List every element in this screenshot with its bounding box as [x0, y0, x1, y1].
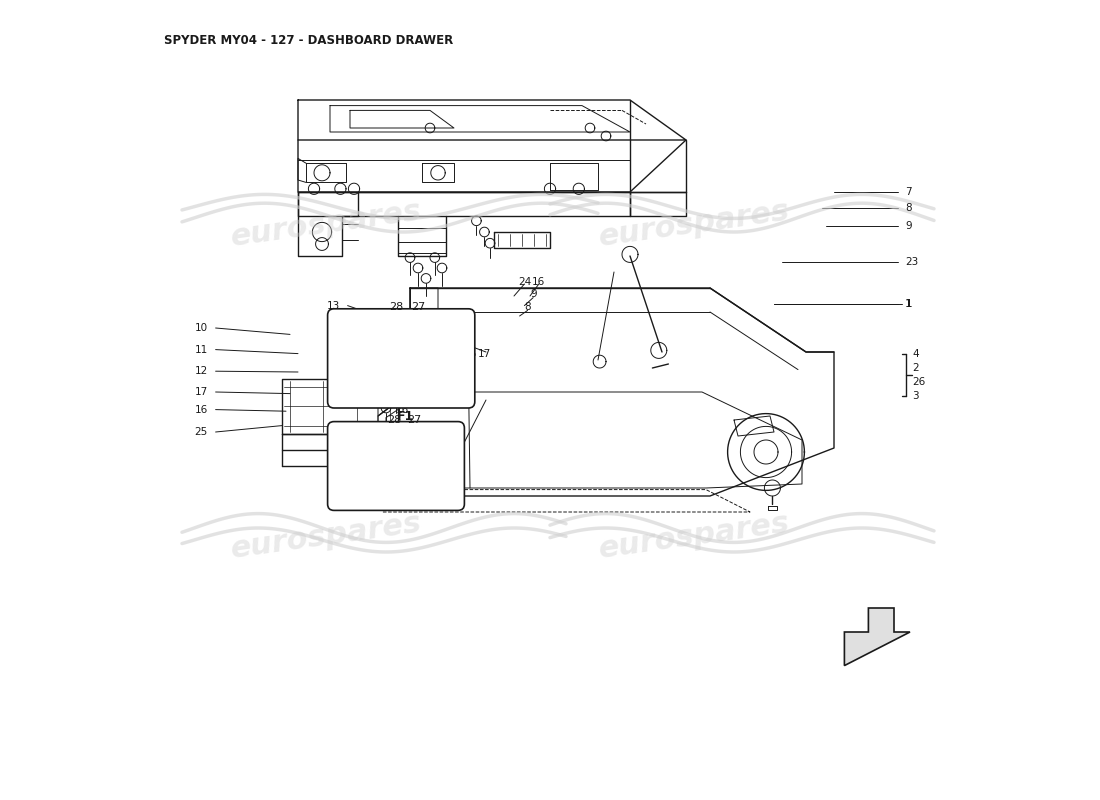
Text: 8: 8 — [525, 302, 531, 312]
Text: 26: 26 — [912, 377, 926, 386]
Text: 10: 10 — [195, 323, 208, 333]
Text: eurospares: eurospares — [596, 508, 792, 564]
Text: 8: 8 — [905, 203, 912, 213]
Text: 20: 20 — [449, 349, 462, 358]
Text: 16: 16 — [395, 405, 408, 414]
Text: 16: 16 — [195, 405, 208, 414]
Text: F1: F1 — [397, 410, 415, 422]
Text: 16: 16 — [532, 277, 546, 286]
Text: 13: 13 — [327, 301, 340, 310]
Text: 1: 1 — [905, 299, 912, 309]
Text: 4: 4 — [912, 349, 918, 358]
Text: 3: 3 — [912, 391, 918, 401]
Text: 15: 15 — [327, 317, 340, 326]
Text: 14: 14 — [327, 333, 340, 342]
Text: eurospares: eurospares — [229, 508, 424, 564]
Text: 17: 17 — [395, 389, 408, 398]
Text: 25: 25 — [195, 427, 208, 437]
Text: 19: 19 — [433, 363, 447, 373]
Text: 21: 21 — [363, 445, 376, 454]
Text: 16: 16 — [463, 349, 476, 358]
FancyBboxPatch shape — [328, 422, 464, 510]
Text: 27: 27 — [407, 415, 421, 425]
Text: 23: 23 — [905, 258, 918, 267]
Polygon shape — [845, 608, 910, 666]
Text: eurospares: eurospares — [229, 196, 424, 252]
Text: 28: 28 — [389, 302, 404, 312]
Text: SPYDER MY04 - 127 - DASHBOARD DRAWER: SPYDER MY04 - 127 - DASHBOARD DRAWER — [164, 34, 453, 46]
Text: 22: 22 — [363, 429, 376, 438]
Text: 17: 17 — [477, 349, 491, 358]
Text: 9: 9 — [905, 221, 912, 230]
Text: 18: 18 — [409, 459, 422, 469]
Text: 1: 1 — [906, 299, 913, 309]
Text: 12: 12 — [195, 366, 208, 376]
Text: eurospares: eurospares — [596, 196, 792, 252]
Text: 11: 11 — [195, 345, 208, 354]
Text: 2: 2 — [912, 363, 918, 373]
Text: 24: 24 — [518, 277, 531, 286]
Text: 17: 17 — [195, 387, 208, 397]
Text: 9: 9 — [530, 290, 537, 299]
Text: 27: 27 — [411, 302, 425, 312]
Text: 5: 5 — [434, 459, 441, 469]
Text: 28: 28 — [387, 415, 402, 425]
Text: 7: 7 — [905, 187, 912, 197]
Text: 6: 6 — [425, 459, 431, 469]
FancyBboxPatch shape — [328, 309, 475, 408]
